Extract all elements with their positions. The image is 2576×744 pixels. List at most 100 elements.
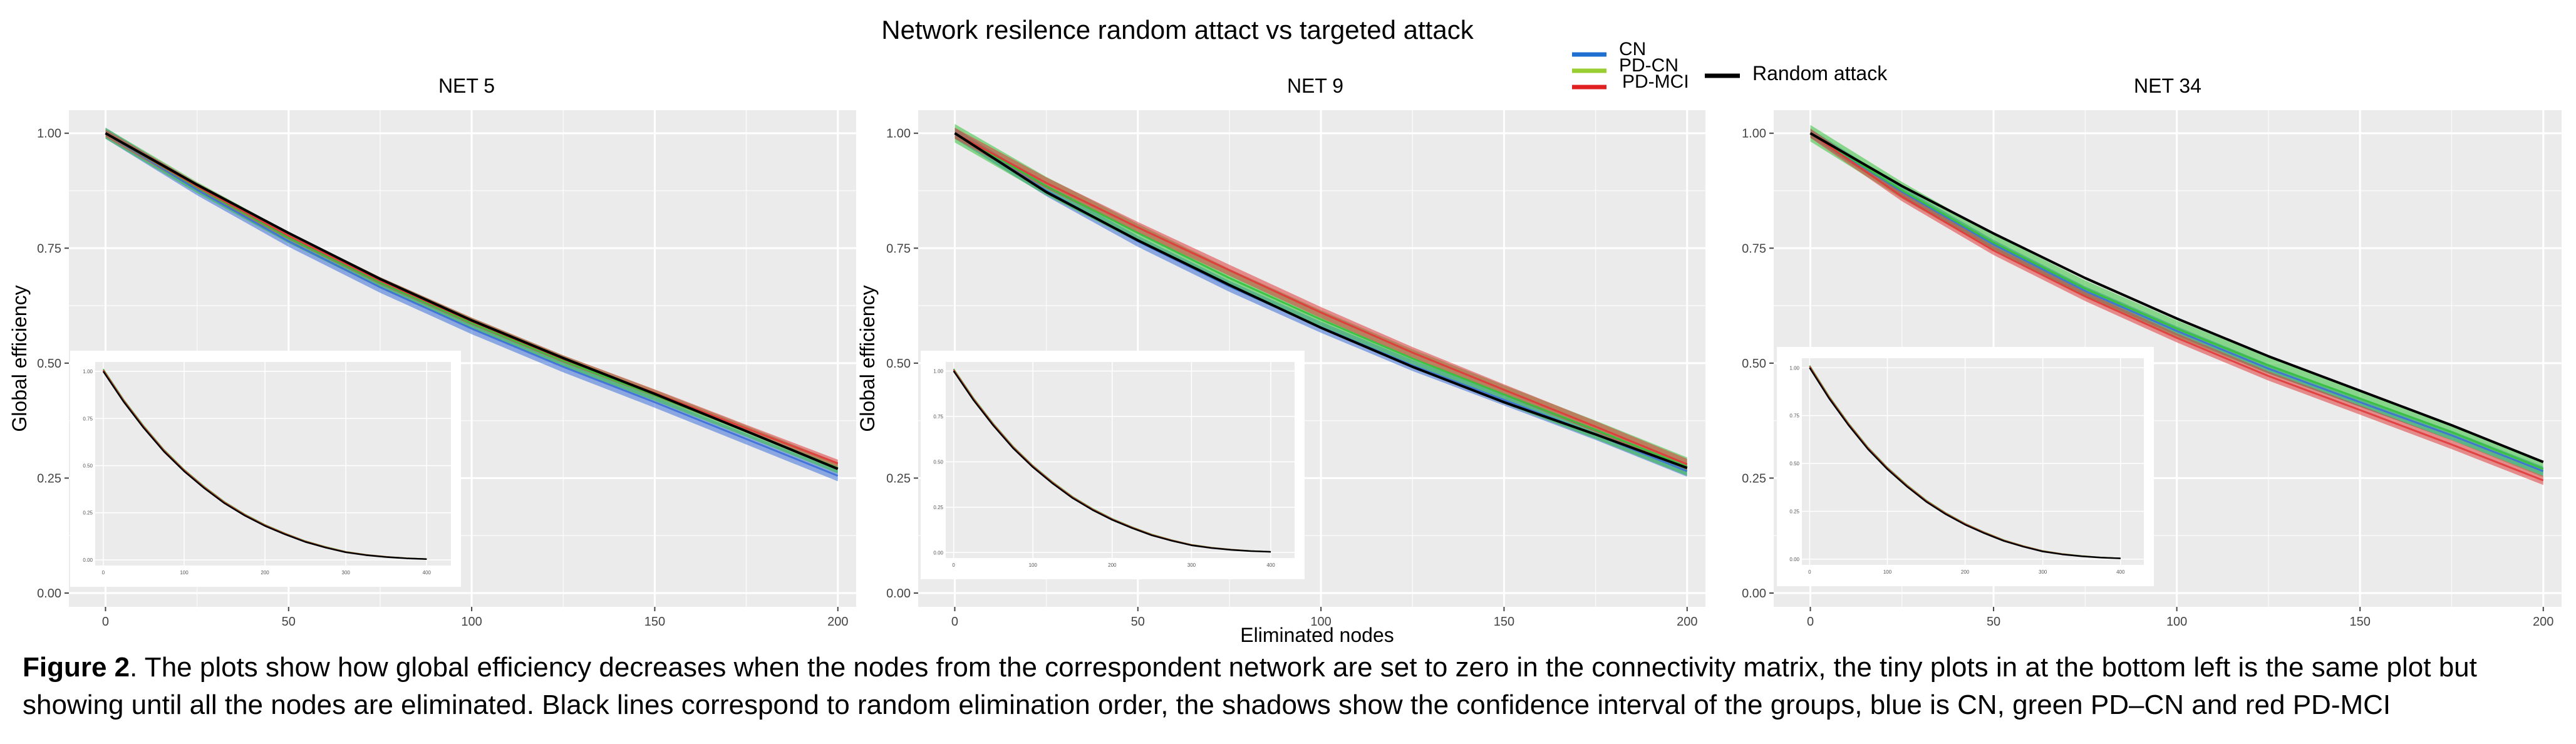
series-line-random-attack	[954, 132, 1688, 470]
x-tick-label: 50	[282, 615, 296, 629]
x-tick-label: 50	[1131, 615, 1145, 629]
legend-label-random: Random attack	[1752, 62, 1888, 85]
series-line-random-attack	[1809, 132, 2544, 463]
legend-label-pdcn: PD-CN	[1619, 55, 1679, 76]
inset-y-tick-label: 1.00	[933, 368, 943, 374]
inset-y-tick-label: 0.75	[933, 414, 943, 420]
inset-y-tick-label: 0.50	[1789, 461, 1799, 467]
inset-x-tick-label: 100	[1883, 569, 1892, 575]
inset-series-line	[102, 371, 427, 561]
inset-y-tick-label: 0.00	[933, 550, 943, 555]
x-tick-label: 100	[1310, 615, 1331, 629]
inset-series-line	[1809, 367, 2121, 559]
inset-x-tick-label: 300	[342, 570, 351, 576]
inset-background	[946, 362, 1295, 558]
caption-text: . The plots show how global efficiency d…	[23, 652, 2477, 720]
legend-item-pdcn: PD-CN	[1572, 55, 1679, 76]
legend-item-cn: CN	[1572, 39, 1646, 59]
y-tick-label: 0.75	[37, 242, 61, 256]
inset-y-tick-label: 0.00	[83, 557, 93, 563]
y-tick-label: 0.50	[37, 357, 61, 371]
inset-x-tick-label: 0	[1808, 569, 1811, 575]
y-tick-label: 0.75	[886, 242, 911, 256]
legend-item-random: Random attack	[1705, 62, 1888, 85]
x-tick-label: 150	[2349, 615, 2370, 629]
band-pd-mci	[105, 129, 838, 467]
inset-plot: 0 100 200 300 400 0.00 0.25 0.50 0.75 1.00	[1777, 347, 2154, 586]
inset-x-tick-label: 0	[102, 570, 105, 576]
inset-y-tick-label: 0.50	[83, 463, 93, 469]
inset-x-tick-label: 400	[2116, 569, 2125, 575]
y-tick-label: 0.00	[1742, 587, 1766, 601]
y-tick-label: 1.00	[1742, 127, 1766, 141]
inset-x-tick-label: 300	[2039, 569, 2047, 575]
panel-title: NET 34	[2134, 75, 2201, 97]
chart-panels: NET 5 0 50 100 150 200 0.00 0.25 0.50 0.75 1.00 Glo…	[8, 75, 2562, 629]
x-tick-label: 150	[644, 615, 665, 629]
inset-x-tick-label: 200	[261, 570, 269, 576]
series-line-pd-mci	[1809, 132, 2544, 482]
x-tick-label: 50	[1987, 615, 2000, 629]
y-axis-label: Global efficiency	[8, 285, 31, 431]
inset-x-tick-label: 100	[1029, 562, 1038, 568]
y-tick-label: 1.00	[37, 127, 61, 141]
inset-x-tick-label: 100	[180, 570, 189, 576]
panel-net-9: NET 9 0 50 100 150 200 0.00 0.25 0.50 0.75 1.00 Glo…	[856, 75, 1705, 629]
x-tick-label: 100	[2166, 615, 2187, 629]
inset-y-tick-label: 0.75	[83, 416, 93, 421]
inset-y-tick-label: 0.00	[1789, 557, 1799, 562]
panel-net-34: NET 34 0 50 100 150 200 0.00 0.25 0.50 0.75 1.00 0 1…	[1742, 75, 2562, 629]
inset-y-tick-label: 0.25	[83, 510, 93, 516]
inset-plot: 0 100 200 300 400 0.00 0.25 0.50 0.75 1.00	[70, 351, 461, 587]
inset-y-tick-label: 1.00	[83, 369, 93, 375]
band-pd-mci	[954, 127, 1687, 470]
inset-series-line	[953, 370, 1271, 553]
x-tick-label: 200	[2533, 615, 2553, 629]
inset-x-tick-label: 0	[952, 562, 955, 568]
shared-x-axis-label: Eliminated nodes	[1240, 624, 1394, 646]
panel-title: NET 5	[438, 75, 495, 97]
inset-y-tick-label: 0.25	[1789, 509, 1799, 514]
x-tick-label: 0	[951, 615, 958, 629]
panel-title: NET 9	[1287, 75, 1343, 97]
inset-x-tick-label: 400	[1266, 562, 1275, 568]
inset-background	[1802, 358, 2144, 565]
series-line-cn	[105, 132, 839, 477]
y-tick-label: 0.50	[886, 357, 911, 371]
inset-x-tick-label: 400	[423, 570, 432, 576]
y-tick-label: 0.00	[37, 587, 61, 601]
y-axis-label: Global efficiency	[856, 285, 879, 431]
inset-plot: 0 100 200 300 400 0.00 0.25 0.50 0.75 1.00	[921, 351, 1305, 579]
series-line-cn	[1809, 132, 2544, 472]
x-tick-label: 0	[102, 615, 109, 629]
legend-label-cn: CN	[1619, 39, 1646, 59]
caption-label: Figure 2	[23, 652, 130, 683]
panel-net-5: NET 5 0 50 100 150 200 0.00 0.25 0.50 0.75 1.00 Glo…	[8, 75, 856, 629]
legend-item-pdmci: PD-MCI	[1572, 71, 1689, 92]
series-line-random-attack	[105, 132, 839, 470]
inset-y-tick-label: 0.75	[1789, 413, 1799, 419]
y-tick-label: 0.00	[886, 587, 911, 601]
inset-y-tick-label: 1.00	[1789, 365, 1799, 371]
legend: CN PD-CN PD-MCI Random attack	[1572, 39, 1888, 92]
inset-x-tick-label: 200	[1961, 569, 1970, 575]
inset-x-tick-label: 300	[1187, 562, 1196, 568]
inset-y-tick-label: 0.25	[933, 505, 943, 510]
x-tick-label: 200	[1677, 615, 1697, 629]
y-tick-label: 0.75	[1742, 242, 1766, 256]
y-tick-label: 0.25	[886, 472, 911, 485]
series-line-pd-cn	[1809, 132, 2544, 470]
x-tick-label: 200	[827, 615, 848, 629]
inset-y-tick-label: 0.50	[933, 459, 943, 465]
legend-label-pdmci: PD-MCI	[1622, 71, 1689, 92]
x-tick-label: 150	[1494, 615, 1514, 629]
y-tick-label: 0.25	[1742, 472, 1766, 485]
series-line-pd-mci	[954, 132, 1688, 465]
series-line-pd-cn	[954, 132, 1688, 468]
figure-title: Network resilence random attact vs targe…	[881, 15, 1474, 44]
inset-x-tick-label: 200	[1108, 562, 1117, 568]
x-tick-label: 0	[1807, 615, 1814, 629]
y-tick-label: 0.25	[37, 472, 61, 485]
y-tick-label: 0.50	[1742, 357, 1766, 371]
